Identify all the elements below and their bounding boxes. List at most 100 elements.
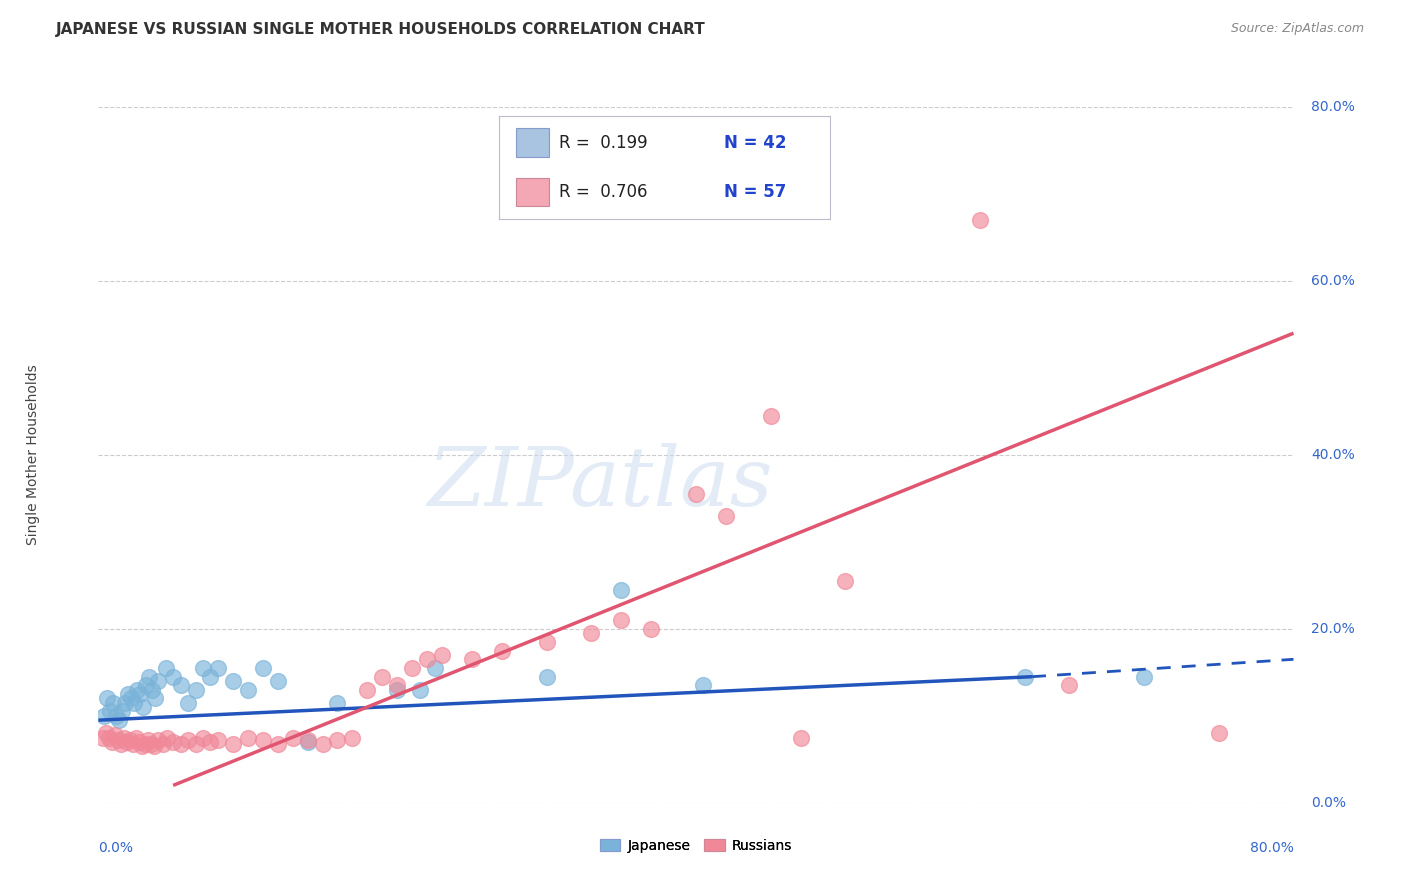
Point [108,713,131,727]
Point [125,731,148,745]
Point [103,696,125,710]
Point [610,582,633,597]
Point [342,731,364,745]
Point [138,670,160,684]
Point [1133,670,1156,684]
Point [121,737,143,751]
Point [169,737,191,751]
Point [94,726,117,740]
Point [118,733,141,747]
Point [184,737,207,751]
Point [110,737,132,751]
Point [834,574,856,588]
Point [385,678,409,692]
Point [1059,678,1081,692]
Point [152,737,174,751]
Point [714,508,737,523]
Point [969,213,991,227]
Point [1208,726,1230,740]
Point [1014,670,1036,684]
Point [111,705,134,719]
Point [131,739,153,754]
Point [169,678,191,692]
Point [297,735,319,749]
Point [177,696,200,710]
Point [222,674,245,689]
Point [139,737,162,751]
Point [692,678,714,692]
Legend: Japanese, Russians: Japanese, Russians [593,833,799,858]
Point [222,737,245,751]
Point [114,696,136,710]
Point [148,733,170,747]
Text: 80.0%: 80.0% [1250,841,1294,855]
Point [191,731,214,745]
Point [685,487,707,501]
Point [200,735,222,749]
Text: 60.0%: 60.0% [1312,274,1355,288]
Point [536,635,558,649]
Point [401,661,423,675]
Point [371,670,394,684]
Point [155,661,177,675]
Point [128,735,150,749]
Point [536,670,558,684]
Text: R =  0.706: R = 0.706 [558,183,647,201]
Text: ZIPatlas: ZIPatlas [427,442,773,523]
Point [135,678,157,692]
Point [640,622,662,636]
Text: N = 57: N = 57 [724,183,786,201]
Point [148,674,170,689]
Point [107,733,129,747]
Point [326,733,349,747]
Text: 40.0%: 40.0% [1312,448,1355,462]
Point [132,700,155,714]
Point [112,731,135,745]
Point [281,731,304,745]
Point [759,409,782,423]
Point [356,682,378,697]
Point [789,731,811,745]
Point [200,670,222,684]
Point [267,674,290,689]
Point [311,737,333,751]
FancyBboxPatch shape [516,128,548,157]
Point [191,661,214,675]
Point [461,652,484,666]
Text: 80.0%: 80.0% [1312,100,1355,114]
Point [93,708,115,723]
Point [97,731,120,745]
Text: N = 42: N = 42 [724,134,786,152]
Point [98,705,122,719]
Point [252,733,274,747]
Point [143,691,166,706]
Text: 0.0%: 0.0% [1312,796,1347,810]
Point [236,731,259,745]
Point [141,682,163,697]
Point [430,648,453,662]
Point [267,737,290,751]
Point [610,613,633,627]
Point [134,737,156,751]
Point [416,652,439,666]
Point [297,733,319,747]
Point [101,735,124,749]
Point [252,661,274,675]
Text: Single Mother Households: Single Mother Households [25,365,39,545]
Point [207,733,229,747]
Point [142,739,165,754]
Point [423,661,446,675]
Text: JAPANESE VS RUSSIAN SINGLE MOTHER HOUSEHOLDS CORRELATION CHART: JAPANESE VS RUSSIAN SINGLE MOTHER HOUSEH… [56,22,706,37]
Point [326,696,349,710]
Point [104,728,127,742]
Point [120,691,142,706]
Point [124,696,146,710]
Point [136,733,159,747]
Point [105,708,128,723]
Point [236,682,259,697]
Point [117,687,139,701]
Point [162,670,184,684]
Text: Source: ZipAtlas.com: Source: ZipAtlas.com [1230,22,1364,36]
Point [207,661,229,675]
Point [91,731,114,745]
